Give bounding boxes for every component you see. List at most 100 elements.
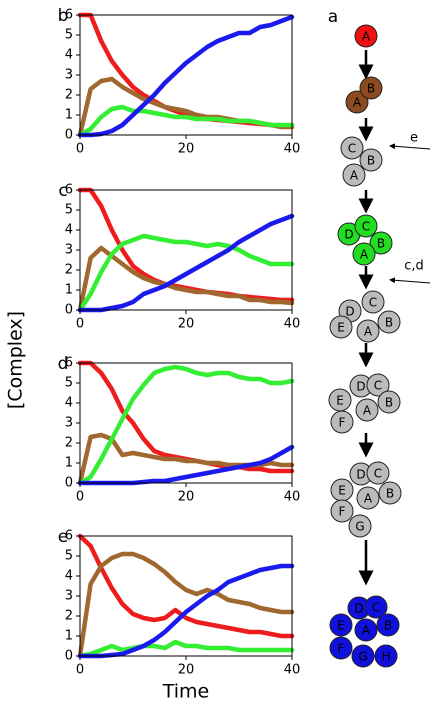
x-tick-label: 0 [76, 317, 84, 332]
panel-label: b [58, 6, 69, 26]
x-tick-label: 40 [284, 490, 301, 505]
subunit [330, 410, 354, 434]
subunit [376, 613, 400, 637]
x-tick-label: 20 [178, 490, 195, 505]
subunit [369, 231, 393, 255]
y-tick-label: 2 [65, 436, 73, 451]
series-line [77, 444, 295, 486]
subunit-label: B [386, 487, 394, 501]
plot-frame [79, 535, 293, 657]
subunit [330, 499, 354, 523]
y-tick-label: 2 [65, 263, 73, 278]
subunit [356, 486, 380, 510]
input-arrow [389, 143, 431, 150]
y-tick-label: 2 [65, 88, 73, 103]
subunit-label: A [353, 96, 362, 110]
subunit-label: A [362, 30, 371, 44]
y-tick-label: 0 [65, 476, 73, 491]
y-tick-label: 3 [65, 68, 73, 83]
input-arrow [389, 277, 431, 284]
subunit [354, 618, 378, 642]
series-line [77, 639, 295, 659]
subunit-label: B [385, 396, 393, 410]
subunit [374, 644, 398, 668]
subunit [329, 613, 353, 637]
x-tick-label: 0 [76, 490, 84, 505]
x-axis-label: Time [162, 681, 210, 703]
series-line [77, 233, 295, 313]
input-label: e [410, 131, 418, 146]
subunit-label: A [364, 492, 373, 506]
y-tick-label: 6 [65, 8, 73, 23]
subunit-label: A [363, 404, 372, 418]
subunit [352, 242, 376, 266]
subunit-label: G [358, 650, 367, 664]
series-line [77, 245, 295, 313]
subunit-label: C [372, 601, 380, 615]
y-tick-label: 5 [65, 203, 73, 218]
subunit-label: B [367, 82, 375, 96]
subunit [342, 163, 366, 187]
subunit [329, 636, 353, 660]
y-tick-label: 0 [65, 649, 73, 664]
x-tick-label: 40 [284, 317, 301, 332]
subunit-label: B [384, 619, 392, 633]
y-tick-label: 5 [65, 549, 73, 564]
y-tick-label: 6 [65, 183, 73, 198]
subunit-label: E [337, 321, 345, 335]
input-label: c,d [404, 259, 424, 274]
y-tick-label: 1 [65, 456, 73, 471]
subunit [366, 461, 390, 485]
y-tick-label: 3 [65, 416, 73, 431]
subunit [348, 514, 372, 538]
subunit-label: F [338, 642, 345, 656]
subunit [359, 148, 383, 172]
y-tick-label: 6 [65, 529, 73, 544]
subunit-label: A [364, 325, 373, 339]
y-tick-label: 5 [65, 28, 73, 43]
x-tick-label: 20 [178, 663, 195, 678]
y-tick-label: 4 [65, 396, 73, 411]
subunit [359, 76, 383, 100]
x-tick-label: 20 [178, 317, 195, 332]
y-tick-label: 0 [65, 128, 73, 143]
series-line [77, 551, 295, 659]
series-line [77, 187, 295, 303]
subunit [351, 644, 375, 668]
subunit [356, 319, 380, 343]
subunit [354, 214, 378, 238]
subunit-label: C [362, 220, 370, 234]
y-tick-label: 4 [65, 48, 73, 63]
subunit-label: A [360, 248, 369, 262]
panel-label: a [328, 7, 338, 27]
subunit-label: E [338, 484, 346, 498]
y-tick-label: 3 [65, 243, 73, 258]
x-tick-label: 20 [178, 142, 195, 157]
subunit-label: C [374, 379, 382, 393]
subunit [361, 290, 385, 314]
subunit [354, 24, 378, 48]
subunit-label: C [374, 467, 382, 481]
subunit [329, 315, 353, 339]
panel-label: e [58, 527, 68, 547]
x-tick-label: 40 [284, 663, 301, 678]
subunit-label: D [354, 602, 363, 616]
subunit [340, 136, 364, 160]
subunit [377, 310, 401, 334]
panel-label: d [58, 354, 69, 374]
subunit-label: B [367, 154, 375, 168]
series-line [77, 563, 295, 659]
subunit-label: D [344, 228, 353, 242]
y-tick-label: 0 [65, 303, 73, 318]
y-tick-label: 4 [65, 569, 73, 584]
y-axis-label: [Complex] [5, 311, 27, 409]
subunit-label: G [355, 520, 364, 534]
subunit [378, 481, 402, 505]
series-line [77, 104, 295, 138]
x-tick-label: 0 [76, 142, 84, 157]
subunit [364, 595, 388, 619]
subunit-label: F [339, 416, 346, 430]
subunit-label: E [336, 394, 344, 408]
subunit-label: B [385, 316, 393, 330]
y-tick-label: 1 [65, 629, 73, 644]
